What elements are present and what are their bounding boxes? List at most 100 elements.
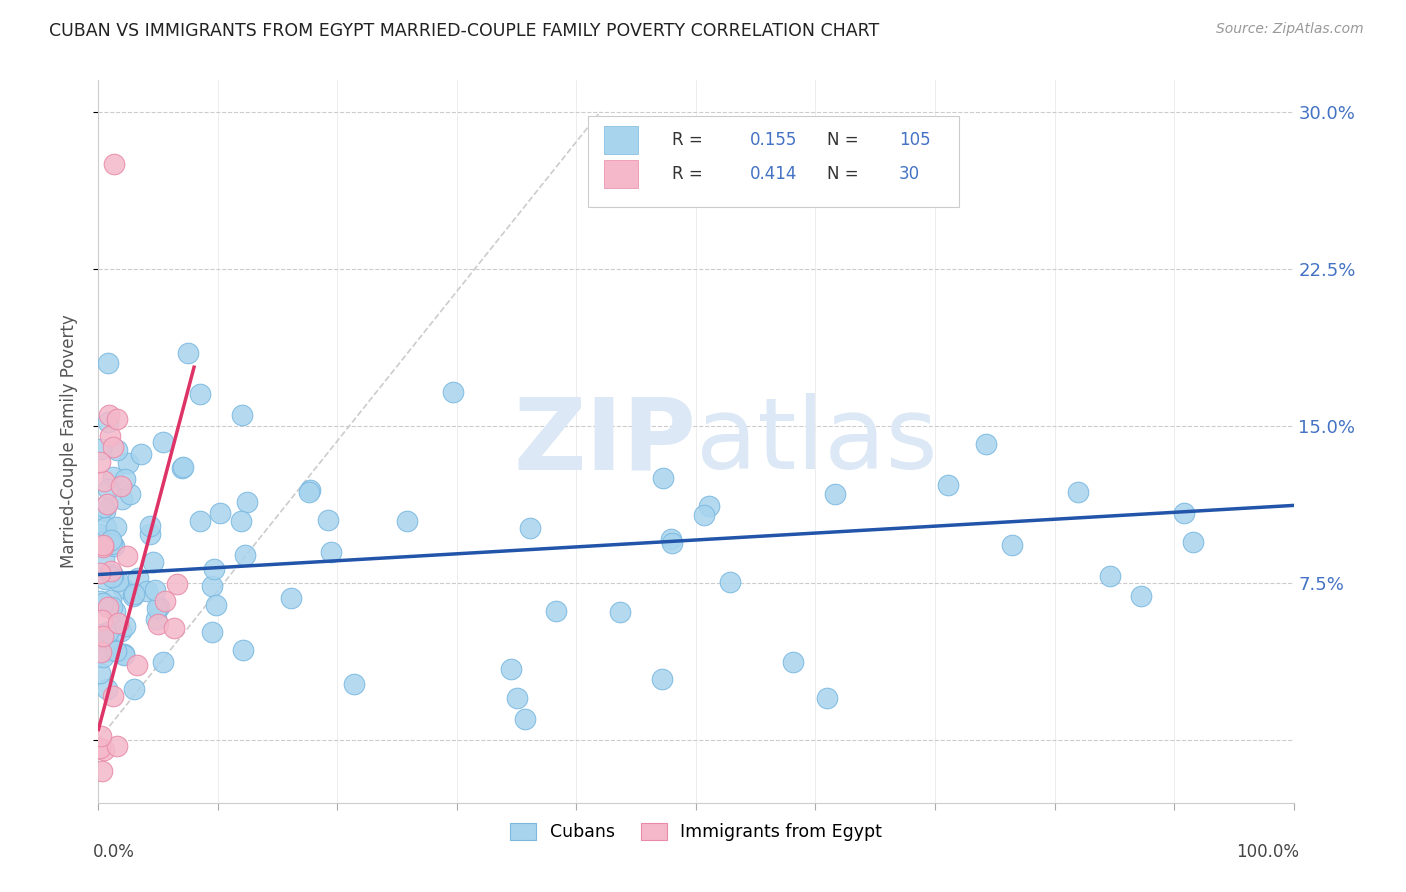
Point — [519, 521, 541, 535]
Point — [97, 644, 120, 658]
Point — [166, 577, 188, 591]
Point — [1130, 589, 1153, 603]
Point — [93, 743, 115, 757]
Point — [114, 472, 136, 486]
Point — [98, 429, 122, 443]
Point — [718, 575, 741, 590]
Text: CUBAN VS IMMIGRANTS FROM EGYPT MARRIED-COUPLE FAMILY POVERTY CORRELATION CHART: CUBAN VS IMMIGRANTS FROM EGYPT MARRIED-C… — [49, 22, 880, 40]
Point — [91, 649, 114, 664]
Point — [100, 593, 122, 607]
Point — [93, 474, 115, 488]
Point — [118, 487, 141, 501]
Point — [651, 673, 673, 687]
Point — [96, 497, 118, 511]
Point — [111, 491, 134, 506]
Point — [89, 665, 111, 680]
Point — [127, 658, 149, 673]
Point — [661, 536, 683, 550]
Text: R =: R = — [672, 165, 709, 183]
Point — [105, 739, 128, 753]
Point — [280, 591, 302, 605]
Text: R =: R = — [672, 131, 709, 149]
Point — [544, 604, 567, 618]
Point — [90, 613, 112, 627]
Legend: Cubans, Immigrants from Egypt: Cubans, Immigrants from Egypt — [502, 815, 890, 848]
Text: 0.155: 0.155 — [749, 131, 797, 149]
Point — [97, 415, 120, 429]
Point — [139, 519, 162, 533]
Point — [170, 460, 193, 475]
Point — [135, 584, 157, 599]
Point — [513, 712, 536, 726]
Point — [104, 604, 127, 618]
Point — [91, 538, 114, 552]
Point — [145, 612, 167, 626]
Text: 0.0%: 0.0% — [93, 843, 135, 861]
Point — [94, 519, 117, 533]
Point — [96, 681, 118, 696]
Point — [91, 540, 114, 554]
Point — [97, 356, 120, 370]
Point — [201, 624, 224, 639]
Point — [100, 533, 122, 548]
Point — [89, 566, 111, 580]
Point — [693, 508, 716, 523]
Point — [101, 689, 124, 703]
Point — [127, 570, 149, 584]
Text: 100.0%: 100.0% — [1236, 843, 1299, 861]
Point — [103, 157, 125, 171]
Point — [100, 569, 122, 583]
Point — [316, 513, 339, 527]
Point — [101, 440, 124, 454]
Point — [91, 764, 114, 779]
Point — [202, 562, 225, 576]
Point — [94, 504, 117, 518]
Point — [110, 479, 132, 493]
Point — [105, 412, 128, 426]
Point — [1067, 485, 1090, 500]
Point — [441, 385, 464, 400]
Point — [231, 514, 253, 528]
Text: N =: N = — [827, 165, 865, 183]
Point — [93, 552, 115, 566]
Point — [499, 662, 522, 676]
Point — [89, 594, 111, 608]
Point — [148, 599, 170, 614]
Text: 0.414: 0.414 — [749, 165, 797, 183]
Point — [652, 471, 675, 485]
Point — [110, 624, 132, 638]
Point — [100, 564, 122, 578]
Point — [1181, 535, 1204, 549]
Text: N =: N = — [827, 131, 865, 149]
Point — [117, 456, 139, 470]
Point — [114, 619, 136, 633]
Point — [97, 482, 120, 496]
Point — [94, 572, 117, 586]
Y-axis label: Married-Couple Family Poverty: Married-Couple Family Poverty — [59, 315, 77, 568]
Point — [233, 548, 256, 562]
Point — [104, 520, 127, 534]
Point — [139, 527, 162, 541]
Point — [90, 627, 112, 641]
Text: 30: 30 — [900, 165, 921, 183]
FancyBboxPatch shape — [605, 126, 638, 154]
Point — [89, 527, 111, 541]
Point — [105, 442, 128, 457]
Point — [101, 599, 124, 614]
Point — [231, 409, 253, 423]
Point — [103, 641, 125, 656]
Point — [105, 643, 128, 657]
Point — [97, 632, 120, 647]
Point — [89, 534, 111, 549]
FancyBboxPatch shape — [589, 117, 959, 207]
Point — [103, 470, 125, 484]
Point — [659, 532, 682, 546]
Point — [1098, 568, 1121, 582]
Point — [146, 601, 169, 615]
Point — [205, 598, 228, 612]
Point — [112, 647, 135, 661]
Text: Source: ZipAtlas.com: Source: ZipAtlas.com — [1216, 22, 1364, 37]
Point — [395, 514, 418, 528]
Point — [112, 648, 135, 662]
Point — [506, 691, 529, 706]
